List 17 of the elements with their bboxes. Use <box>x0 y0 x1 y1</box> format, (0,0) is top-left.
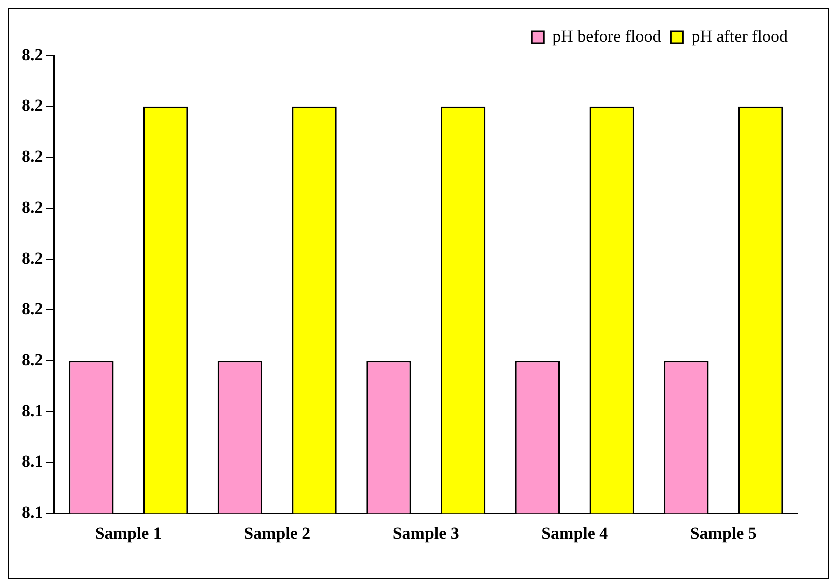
y-tick-label: 8.2 <box>22 198 44 217</box>
x-tick-label: Sample 1 <box>95 524 162 544</box>
y-tick-label: 8.1 <box>22 401 44 420</box>
legend-label: pH before flood <box>552 26 662 46</box>
x-tick-label: Sample 3 <box>392 524 460 544</box>
y-tick-label: 8.2 <box>22 147 44 166</box>
y-tick-label: 8.1 <box>22 502 44 522</box>
y-tick-label: 8.2 <box>22 45 44 64</box>
y-tick-label: 8.2 <box>22 300 44 319</box>
y-tick-label: 8.2 <box>22 350 44 370</box>
x-tick-label: Sample 2 <box>244 524 311 544</box>
x-tick-label: Sample 4 <box>542 524 609 544</box>
legend-label: pH after flood <box>692 26 788 46</box>
x-tick-label: Sample 5 <box>690 524 757 544</box>
y-tick-label: 8.2 <box>22 248 44 268</box>
y-tick-label: 8.1 <box>22 452 44 472</box>
y-tick-label: 8.2 <box>22 96 44 116</box>
